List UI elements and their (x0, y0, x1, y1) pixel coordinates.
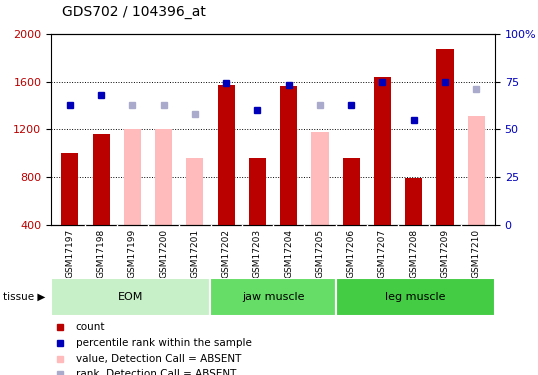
Bar (155, 129, 172, 225)
Text: GSM17208: GSM17208 (409, 229, 418, 278)
Text: tissue ▶: tissue ▶ (3, 292, 45, 302)
Bar (93, 134, 110, 225)
Bar (312, 132, 329, 225)
Text: GSM17209: GSM17209 (441, 229, 449, 278)
Bar (374, 77, 391, 225)
Text: GSM17207: GSM17207 (378, 229, 387, 278)
Text: GSM17201: GSM17201 (190, 229, 200, 278)
Text: GSM17198: GSM17198 (97, 229, 105, 279)
Text: GSM17200: GSM17200 (159, 229, 168, 278)
Text: rank, Detection Call = ABSENT: rank, Detection Call = ABSENT (75, 369, 236, 375)
Text: value, Detection Call = ABSENT: value, Detection Call = ABSENT (75, 354, 241, 364)
Bar (280, 86, 298, 225)
Bar (468, 116, 485, 225)
Bar (210, 278, 336, 316)
Text: GSM17210: GSM17210 (472, 229, 481, 278)
Text: percentile rank within the sample: percentile rank within the sample (75, 338, 251, 348)
Bar (343, 158, 360, 225)
Text: EOM: EOM (118, 292, 143, 302)
Text: GSM17202: GSM17202 (222, 229, 231, 278)
Bar (61, 153, 79, 225)
Text: jaw muscle: jaw muscle (242, 292, 305, 302)
Bar (436, 49, 454, 225)
Text: leg muscle: leg muscle (385, 292, 446, 302)
Bar (186, 158, 203, 225)
Text: GSM17199: GSM17199 (128, 229, 137, 279)
Bar (51, 278, 210, 316)
Bar (249, 158, 266, 225)
Text: GSM17206: GSM17206 (346, 229, 356, 278)
Bar (405, 178, 422, 225)
Text: count: count (75, 322, 105, 332)
Text: GDS702 / 104396_at: GDS702 / 104396_at (62, 5, 206, 19)
Text: GSM17203: GSM17203 (253, 229, 262, 278)
Text: GSM17205: GSM17205 (315, 229, 324, 278)
Bar (217, 85, 235, 225)
Text: GSM17197: GSM17197 (65, 229, 74, 279)
Text: GSM17204: GSM17204 (284, 229, 293, 278)
Bar (124, 129, 141, 225)
Bar (336, 278, 495, 316)
